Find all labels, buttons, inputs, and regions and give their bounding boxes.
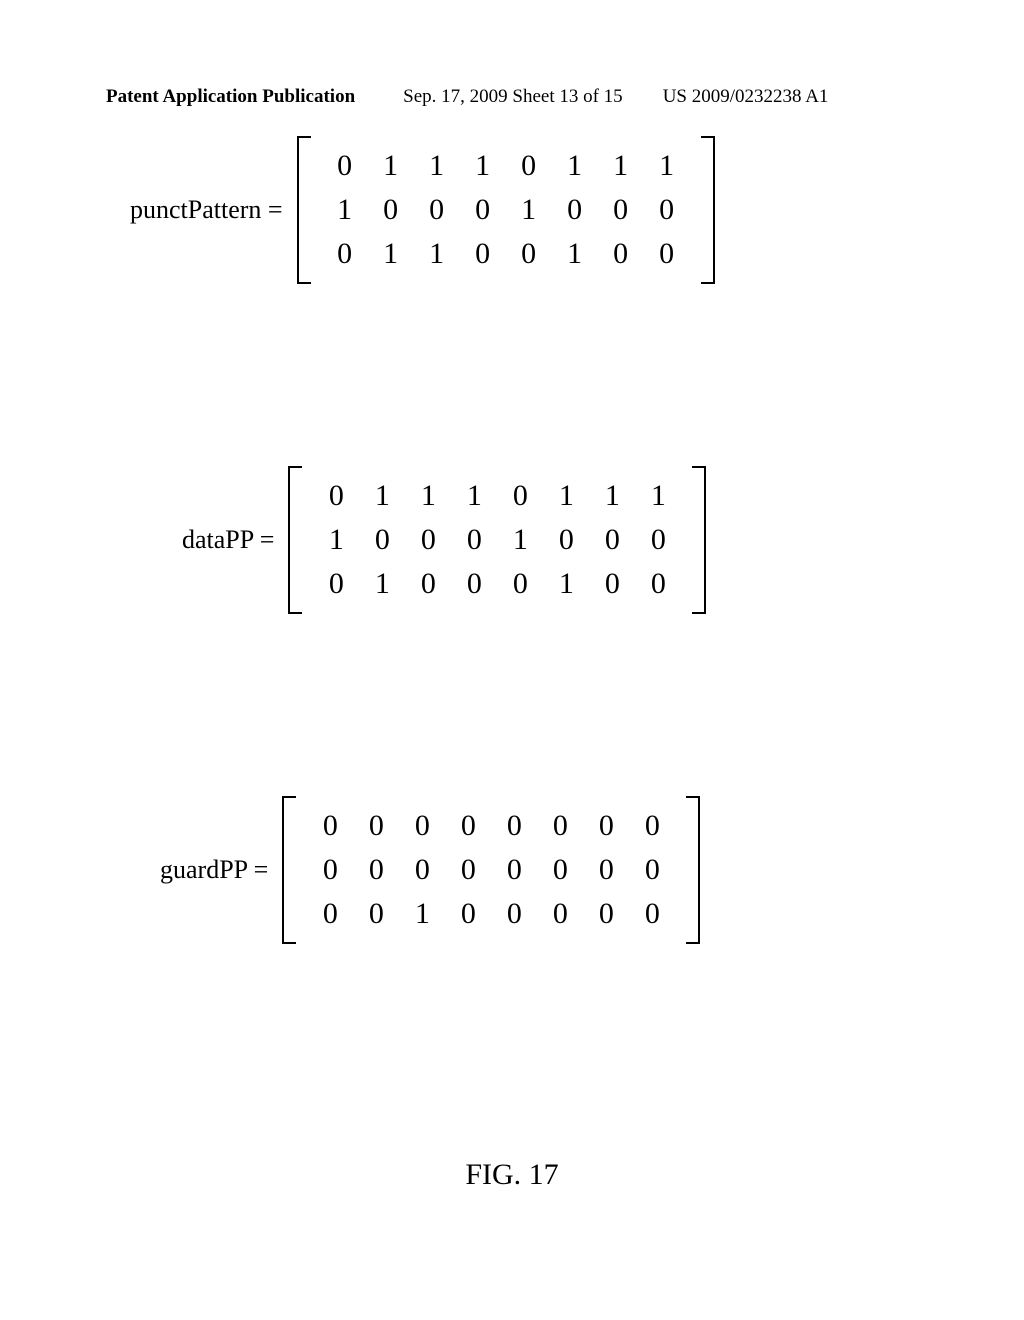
cell: 0: [510, 566, 530, 602]
cell: 1: [412, 896, 432, 932]
cell: 0: [412, 852, 432, 888]
cell: 0: [326, 566, 346, 602]
matrix-label: dataPP =: [182, 525, 274, 555]
cell: 1: [556, 478, 576, 514]
figure-label: FIG. 17: [0, 1158, 1024, 1192]
cell: 0: [611, 192, 631, 228]
cell: 1: [556, 566, 576, 602]
matrix-grid: 0 0 0 0 0 0 0 0 0 0 0 0 0 0 0 0 0 0 1 0 …: [296, 796, 686, 944]
cell: 1: [510, 522, 530, 558]
cell: 0: [504, 852, 524, 888]
cell: 0: [504, 808, 524, 844]
cell: 0: [335, 148, 355, 184]
cell: 1: [565, 148, 585, 184]
cell: 1: [335, 192, 355, 228]
cell: 0: [504, 896, 524, 932]
cell: 0: [473, 236, 493, 272]
cell: 1: [565, 236, 585, 272]
matrix-wrap: 0 0 0 0 0 0 0 0 0 0 0 0 0 0 0 0 0 0 1 0 …: [282, 796, 700, 944]
cell: 1: [418, 478, 438, 514]
cell: 0: [418, 522, 438, 558]
matrix-punctpattern: punctPattern = 0 1 1 1 0 1 1 1 1 0 0 0 1…: [130, 136, 715, 284]
matrix-label: punctPattern =: [130, 195, 283, 225]
cell: 0: [596, 808, 616, 844]
cell: 0: [642, 896, 662, 932]
cell: 0: [366, 852, 386, 888]
bracket-right: [692, 466, 706, 614]
bracket-right: [701, 136, 715, 284]
cell: 0: [519, 236, 539, 272]
cell: 0: [596, 896, 616, 932]
cell: 1: [648, 478, 668, 514]
cell: 1: [519, 192, 539, 228]
cell: 0: [464, 522, 484, 558]
matrix-wrap: 0 1 1 1 0 1 1 1 1 0 0 0 1 0 0 0 0 1 0 0 …: [288, 466, 706, 614]
cell: 0: [458, 896, 478, 932]
cell: 0: [427, 192, 447, 228]
cell: 0: [642, 852, 662, 888]
cell: 1: [326, 522, 346, 558]
cell: 0: [458, 808, 478, 844]
cell: 0: [648, 522, 668, 558]
cell: 0: [366, 808, 386, 844]
cell: 0: [556, 522, 576, 558]
cell: 1: [381, 236, 401, 272]
page-header: Patent Application Publication Sep. 17, …: [0, 86, 1024, 108]
cell: 1: [427, 236, 447, 272]
cell: 1: [372, 478, 392, 514]
cell: 1: [427, 148, 447, 184]
header-date-sheet: Sep. 17, 2009 Sheet 13 of 15: [403, 86, 623, 108]
cell: 0: [418, 566, 438, 602]
header-publication: Patent Application Publication: [106, 86, 355, 108]
cell: 1: [372, 566, 392, 602]
bracket-left: [297, 136, 311, 284]
cell: 0: [602, 522, 622, 558]
cell: 0: [320, 852, 340, 888]
bracket-right: [686, 796, 700, 944]
matrix-datapp: dataPP = 0 1 1 1 0 1 1 1 1 0 0 0 1 0 0 0…: [182, 466, 706, 614]
bracket-left: [288, 466, 302, 614]
bracket-left: [282, 796, 296, 944]
cell: 1: [473, 148, 493, 184]
cell: 0: [458, 852, 478, 888]
cell: 0: [372, 522, 392, 558]
cell: 0: [550, 852, 570, 888]
cell: 0: [657, 192, 677, 228]
cell: 1: [657, 148, 677, 184]
cell: 0: [550, 808, 570, 844]
cell: 0: [381, 192, 401, 228]
cell: 0: [596, 852, 616, 888]
cell: 1: [464, 478, 484, 514]
cell: 0: [642, 808, 662, 844]
matrix-label: guardPP =: [160, 855, 268, 885]
cell: 0: [464, 566, 484, 602]
cell: 0: [611, 236, 631, 272]
cell: 0: [602, 566, 622, 602]
cell: 1: [381, 148, 401, 184]
matrix-grid: 0 1 1 1 0 1 1 1 1 0 0 0 1 0 0 0 0 1 1 0 …: [311, 136, 701, 284]
matrix-wrap: 0 1 1 1 0 1 1 1 1 0 0 0 1 0 0 0 0 1 1 0 …: [297, 136, 715, 284]
matrix-guardpp: guardPP = 0 0 0 0 0 0 0 0 0 0 0 0 0 0 0 …: [160, 796, 700, 944]
cell: 0: [519, 148, 539, 184]
cell: 0: [565, 192, 585, 228]
cell: 0: [320, 896, 340, 932]
cell: 0: [335, 236, 355, 272]
matrix-grid: 0 1 1 1 0 1 1 1 1 0 0 0 1 0 0 0 0 1 0 0 …: [302, 466, 692, 614]
cell: 0: [657, 236, 677, 272]
cell: 0: [412, 808, 432, 844]
cell: 1: [611, 148, 631, 184]
cell: 0: [326, 478, 346, 514]
cell: 0: [473, 192, 493, 228]
header-patent-number: US 2009/0232238 A1: [663, 86, 829, 108]
cell: 0: [320, 808, 340, 844]
cell: 0: [510, 478, 530, 514]
cell: 0: [550, 896, 570, 932]
cell: 0: [366, 896, 386, 932]
cell: 1: [602, 478, 622, 514]
cell: 0: [648, 566, 668, 602]
